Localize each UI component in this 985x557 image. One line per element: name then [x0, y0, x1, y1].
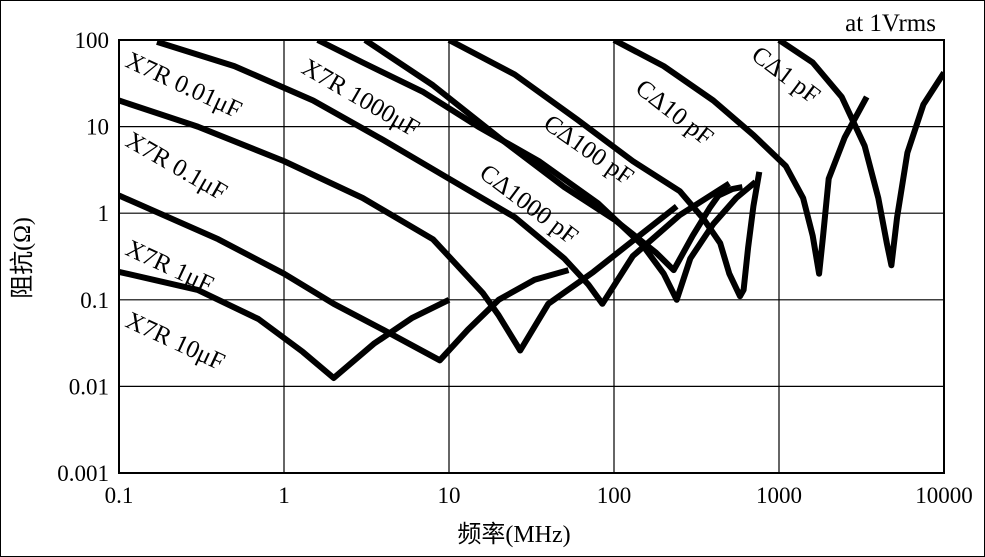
x-axis-title: 频率(MHz) [457, 521, 570, 548]
y-tick-label: 1 [98, 201, 110, 226]
y-axis-title: 阻抗(Ω) [9, 217, 36, 299]
x-tick-label: 10000 [915, 483, 973, 508]
series-line-c-1000-pf [363, 39, 743, 274]
impedance-curves [119, 39, 945, 381]
x-tick-label: 0.1 [105, 483, 134, 508]
x-tick-label: 1 [278, 483, 290, 508]
plot-area-border [118, 39, 945, 474]
series-line-x7r-10-f [119, 268, 451, 381]
y-tick-label: 0.001 [57, 461, 109, 486]
series-line-x7r-1-f [119, 192, 570, 364]
measurement-note: at 1Vrms [845, 10, 936, 37]
y-tick-label: 0.1 [80, 288, 109, 313]
series-line-x7r-0-1-f [119, 97, 679, 354]
y-tick-labels: 0.001 0.01 0.1 1 10 100 [57, 28, 109, 486]
y-tick-label: 100 [75, 28, 110, 53]
y-tick-label: 10 [86, 115, 109, 140]
x-tick-label: 100 [597, 483, 632, 508]
series-line-c-1-pf [777, 39, 945, 269]
series-line-x7r-0-01-f [156, 39, 731, 307]
x-tick-label: 1000 [756, 483, 802, 508]
x-tick-label: 10 [438, 483, 461, 508]
x-tick-labels: 0.1 1 10 100 1000 10000 [105, 483, 973, 508]
y-tick-label: 0.01 [69, 374, 109, 399]
series-line-c-10-pf [612, 39, 870, 277]
series-line-c-100-pf [447, 39, 763, 300]
